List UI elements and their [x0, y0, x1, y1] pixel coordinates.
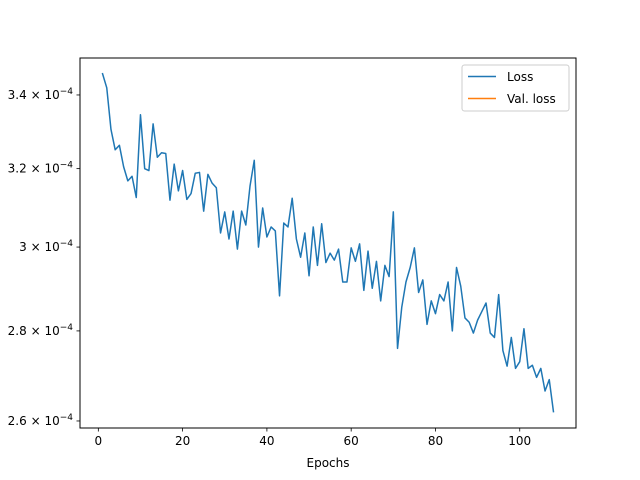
series-line-loss [101, 72, 555, 413]
legend-label-loss: Loss [507, 70, 533, 84]
x-tick-label: 60 [344, 434, 359, 448]
y-tick-label: 3.2 × 10−4 [8, 161, 74, 176]
x-tick-label: 20 [175, 434, 190, 448]
y-tick-mantissa: 2.6 × 10 [8, 414, 60, 428]
y-tick-exponent: −4 [60, 87, 74, 97]
y-tick-exponent: −4 [60, 239, 74, 249]
y-tick-mantissa: 3 × 10 [19, 240, 60, 254]
series-layer [101, 72, 555, 413]
y-tick-label: 2.6 × 10−4 [8, 413, 74, 428]
y-tick-label: 2.8 × 10−4 [8, 323, 74, 338]
y-tick-mantissa: 3.2 × 10 [8, 162, 60, 176]
x-tick-label: 80 [428, 434, 443, 448]
y-tick-exponent: −4 [60, 161, 74, 171]
x-tick-label: 0 [95, 434, 103, 448]
plot-frame [79, 57, 577, 429]
legend-label-val-loss: Val. loss [507, 92, 556, 106]
x-axis-label: Epochs [307, 456, 350, 470]
legend: Loss Val. loss [461, 64, 570, 112]
y-tick-exponent: −4 [60, 413, 74, 423]
y-tick-mantissa: 3.4 × 10 [8, 88, 60, 102]
y-tick-label: 3.4 × 10−4 [8, 87, 74, 102]
x-tick-label: 100 [508, 434, 531, 448]
x-tick-label: 40 [259, 434, 274, 448]
y-tick-mantissa: 2.8 × 10 [8, 324, 60, 338]
y-tick-exponent: −4 [60, 323, 74, 333]
plot-area [80, 58, 576, 428]
y-tick-label: 3 × 10−4 [19, 239, 73, 254]
